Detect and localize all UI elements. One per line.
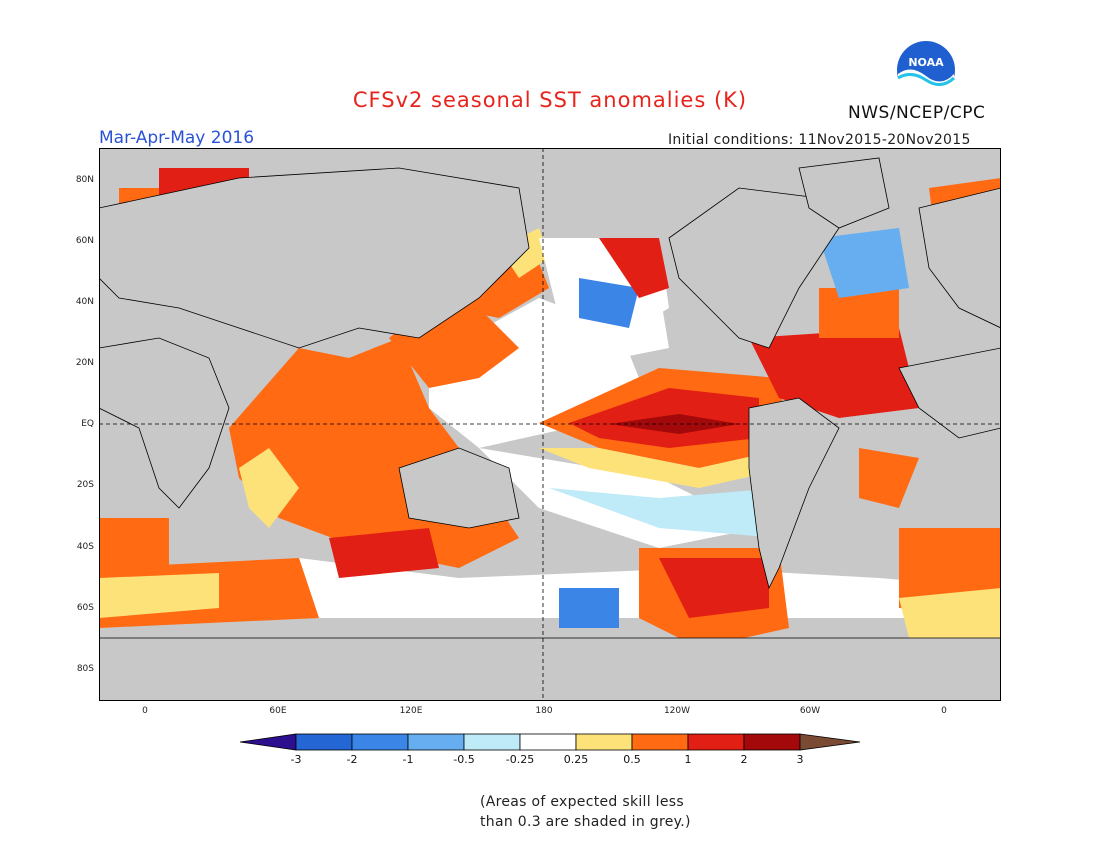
lon-label-0-west: 0 (142, 706, 148, 716)
colorbar-arrow-low (239, 733, 297, 751)
colorbar-label: 3 (796, 753, 804, 766)
colorbar-label: 0.5 (623, 753, 641, 766)
lon-label-120e: 120E (399, 706, 423, 716)
colorbar-label: -0.5 (453, 753, 475, 766)
sst-anomaly-map (98, 148, 1002, 705)
colorbar-bin (407, 733, 465, 751)
colorbar-label: -1 (402, 753, 414, 766)
lat-label-60s: 60S (76, 603, 94, 613)
colorbar (239, 733, 862, 755)
lat-label-20s: 20S (76, 480, 94, 490)
reference-lines (99, 148, 1001, 701)
lon-label-120w: 120W (663, 706, 691, 716)
colorbar-label: 2 (740, 753, 748, 766)
lat-label-40s: 40S (76, 542, 94, 552)
initial-conditions-label: Initial conditions: 11Nov2015-20Nov2015 (668, 132, 971, 148)
lat-label-eq: EQ (81, 419, 94, 429)
colorbar-label: -2 (346, 753, 358, 766)
colorbar-bin (575, 733, 633, 751)
logo-text: NOAA (908, 56, 944, 69)
colorbar-bin (351, 733, 409, 751)
colorbar-arrow-high (799, 733, 861, 751)
colorbar-bin (743, 733, 801, 751)
page-title: CFSv2 seasonal SST anomalies (K) (352, 88, 748, 112)
footnote-line-1: (Areas of expected skill less (480, 794, 684, 810)
footnote: (Areas of expected skill less than 0.3 a… (480, 792, 691, 832)
lon-label-0-east: 0 (941, 706, 947, 716)
noaa-logo: NOAA (896, 40, 956, 102)
lat-label-20n: 20N (75, 358, 94, 368)
colorbar-label: -0.25 (505, 753, 535, 766)
colorbar-label: 1 (684, 753, 692, 766)
colorbar-bin (687, 733, 745, 751)
footnote-line-2: than 0.3 are shaded in grey.) (480, 814, 691, 830)
colorbar-bin (463, 733, 521, 751)
lat-label-80s: 80S (76, 664, 94, 674)
colorbar-bin (631, 733, 689, 751)
colorbar-label: 0.25 (563, 753, 589, 766)
lon-label-180: 180 (535, 706, 553, 716)
agency-label: NWS/NCEP/CPC (848, 103, 986, 123)
land-masses (98, 157, 1002, 702)
lat-label-60n: 60N (75, 236, 94, 246)
period-label: Mar-Apr-May 2016 (99, 128, 255, 148)
lat-label-40n: 40N (75, 297, 94, 307)
lon-label-60w: 60W (799, 706, 821, 716)
lon-label-60e: 60E (269, 706, 287, 716)
lat-label-80n: 80N (75, 175, 94, 185)
colorbar-bin (295, 733, 353, 751)
colorbar-label: -3 (290, 753, 302, 766)
map-frame (99, 148, 1001, 701)
colorbar-bin (519, 733, 577, 751)
